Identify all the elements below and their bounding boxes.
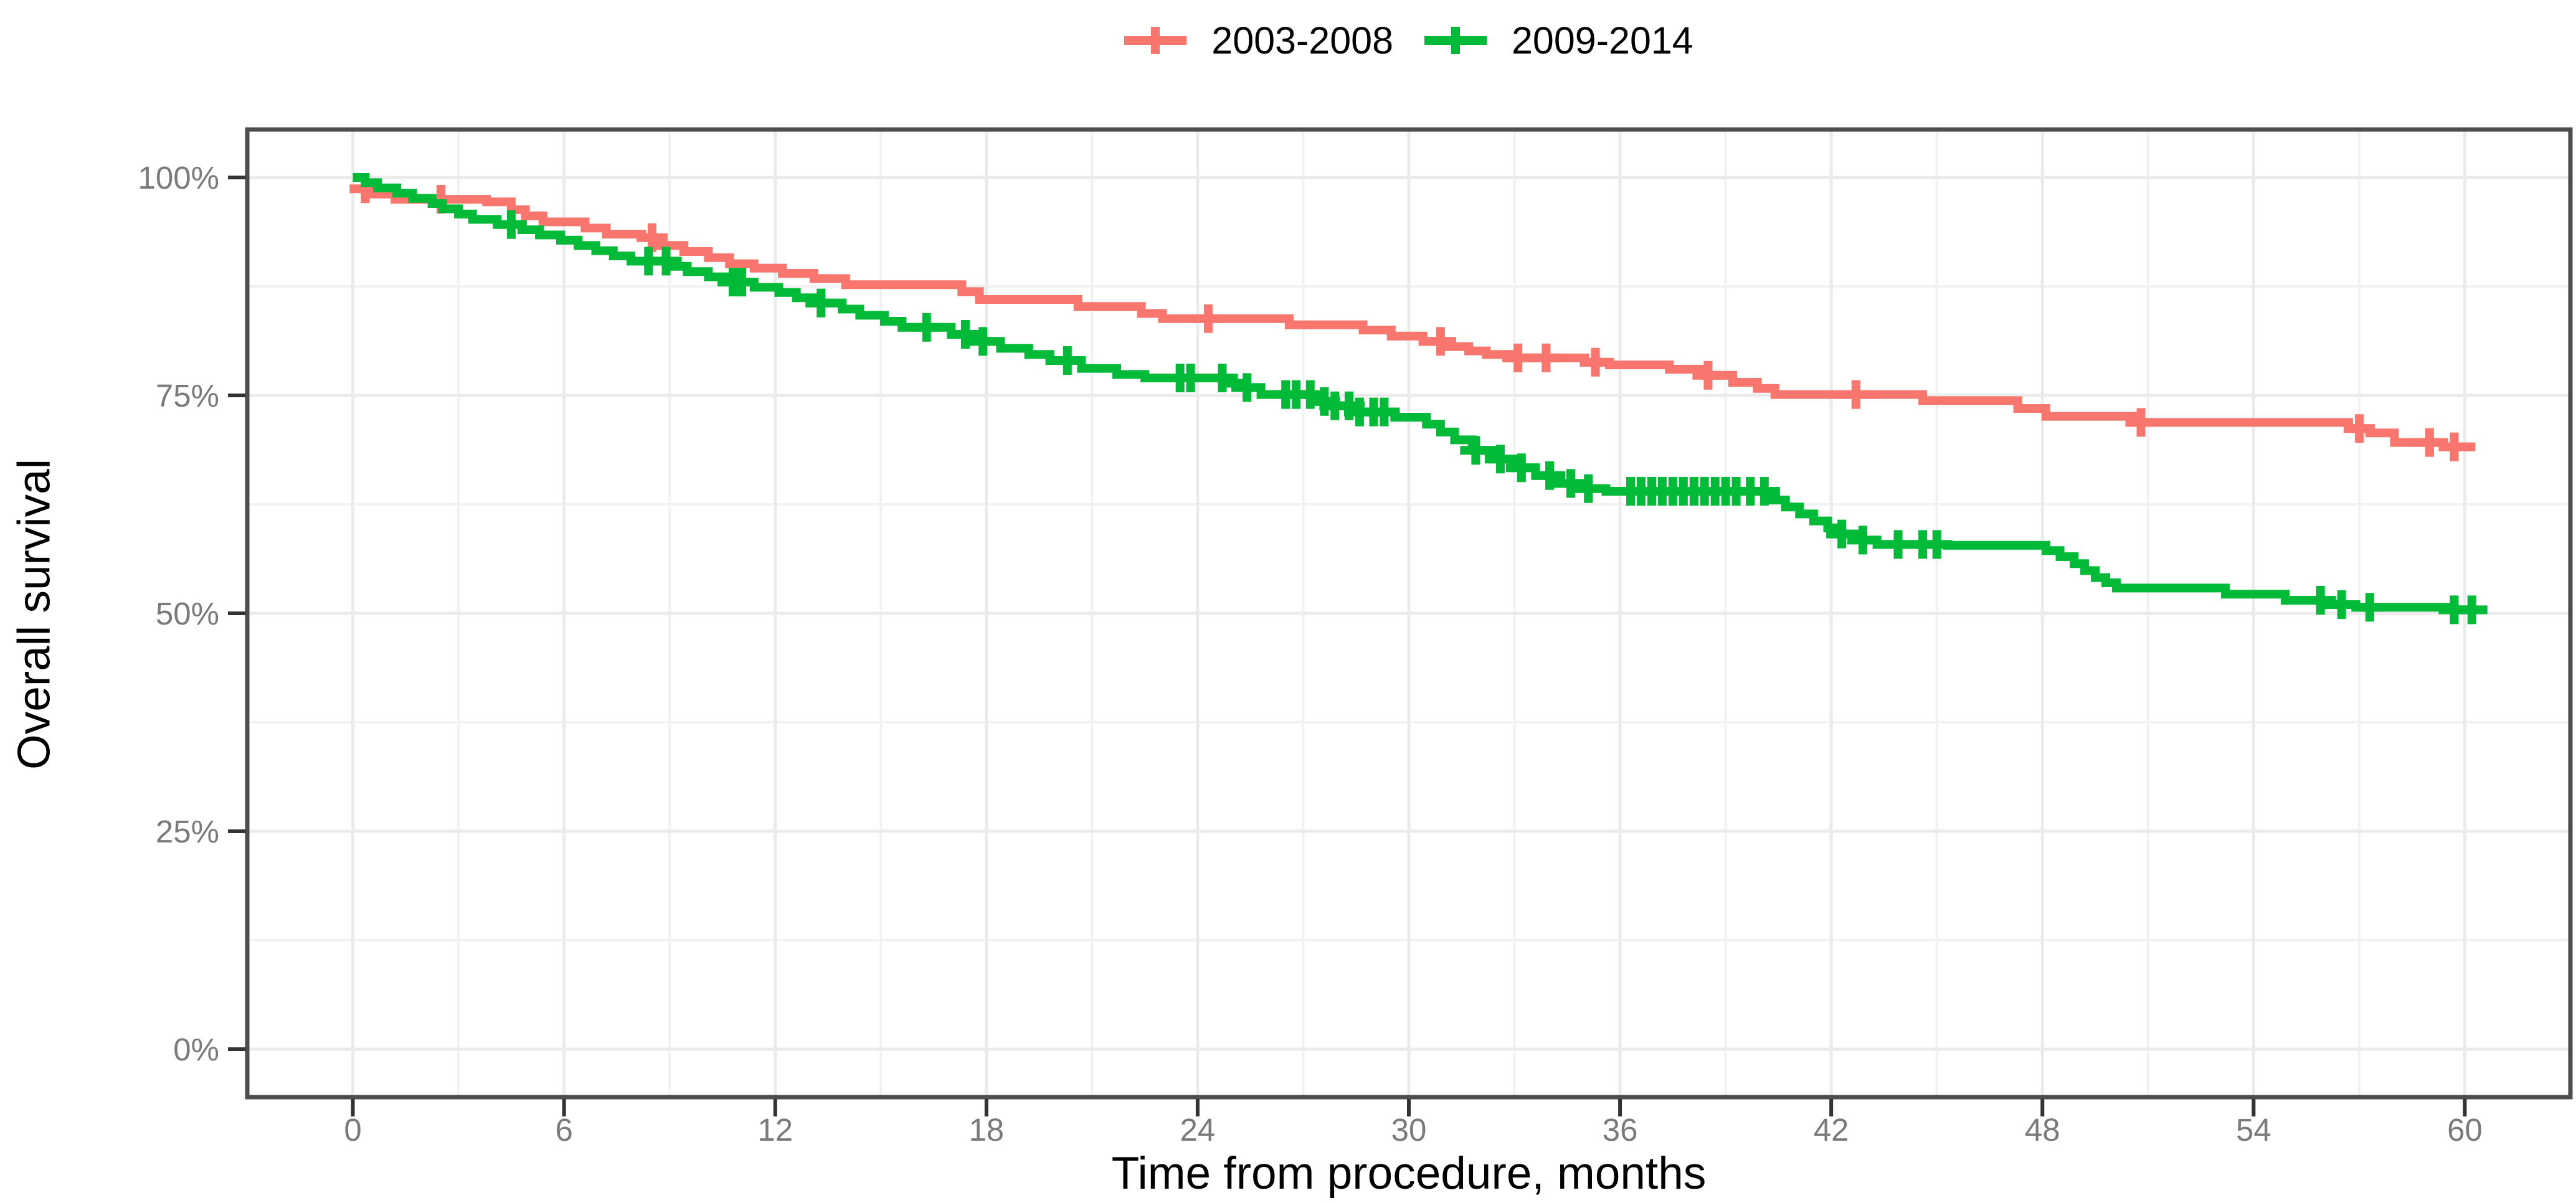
y-tick-label: 75% bbox=[156, 378, 219, 413]
x-tick-label: 42 bbox=[1814, 1112, 1849, 1148]
x-tick-label: 24 bbox=[1180, 1112, 1216, 1148]
x-tick-label: 6 bbox=[555, 1112, 572, 1148]
x-tick-label: 54 bbox=[2236, 1112, 2271, 1148]
x-tick-label: 48 bbox=[2025, 1112, 2060, 1148]
x-tick-label: 18 bbox=[968, 1112, 1004, 1148]
legend-item-2003-2008: 2003-2008 bbox=[1124, 19, 1393, 62]
x-tick-label: 12 bbox=[757, 1112, 793, 1148]
x-tick-label: 60 bbox=[2447, 1112, 2483, 1148]
x-axis-title: Time from procedure, months bbox=[1111, 1148, 1707, 1199]
y-tick-label: 50% bbox=[156, 596, 219, 631]
legend-item-label: 2009-2014 bbox=[1512, 19, 1693, 62]
y-axis-title: Overall survival bbox=[9, 459, 60, 770]
survival-curve-2003-2008 bbox=[353, 173, 2476, 451]
censor-plus-icon bbox=[1124, 22, 1187, 59]
y-tick-label: 25% bbox=[156, 814, 219, 849]
x-tick-label: 30 bbox=[1391, 1112, 1427, 1148]
legend-item-2009-2014: 2009-2014 bbox=[1424, 19, 1693, 62]
legend: 2003-2008 2009-2014 bbox=[247, 6, 2570, 75]
panel-border bbox=[245, 127, 2573, 1100]
censor-plus-icon bbox=[1424, 22, 1487, 59]
y-tick-label: 100% bbox=[138, 160, 219, 196]
legend-item-label: 2003-2008 bbox=[1211, 19, 1393, 62]
y-tick-label: 0% bbox=[173, 1032, 219, 1067]
x-tick-label: 36 bbox=[1603, 1112, 1638, 1148]
x-tick-label: 0 bbox=[344, 1112, 361, 1148]
